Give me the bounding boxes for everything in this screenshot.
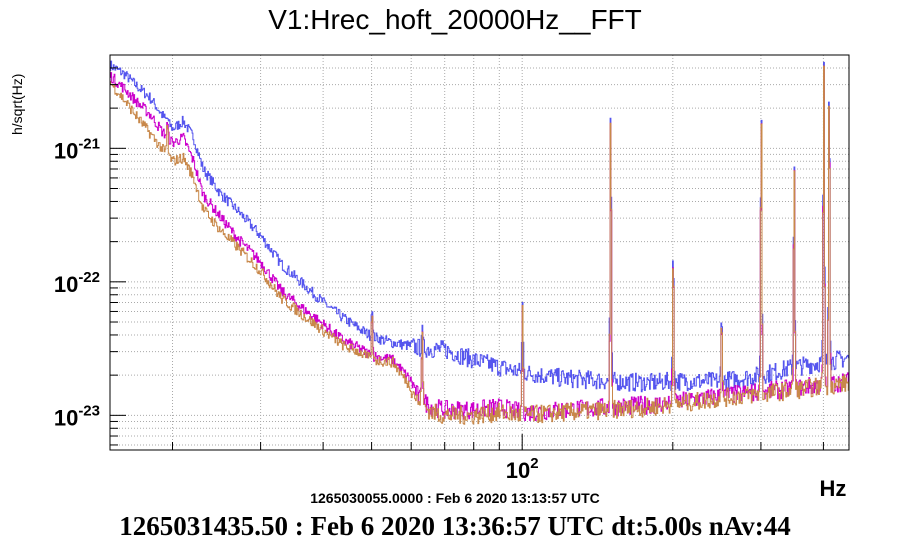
plot-border xyxy=(109,54,850,451)
grid xyxy=(110,55,849,450)
x-axis-unit: Hz xyxy=(820,476,847,501)
chart-title: V1:Hrec_hoft_20000Hz__FFT xyxy=(268,4,642,35)
y-tick-label: 10-22 xyxy=(54,269,100,297)
reference-timestamp: 1265030055.0000 : Feb 6 2020 13:13:57 UT… xyxy=(310,490,600,506)
series-line-3 xyxy=(110,65,850,425)
y-tick-label: 10-23 xyxy=(54,402,100,430)
axis-ticks xyxy=(110,67,824,450)
x-tick-label: 102 xyxy=(506,455,539,483)
y-axis-label: h/sqrt(Hz) xyxy=(9,74,25,135)
plot-frame xyxy=(110,55,849,450)
y-tick-labels: 10-21 10-22 10-23 xyxy=(54,135,100,430)
y-tick-label: 10-21 xyxy=(54,135,100,163)
series-group xyxy=(110,60,850,425)
footer-timestamp: 1265031435.50 : Feb 6 2020 13:36:57 UTC … xyxy=(119,511,790,541)
x-tick-labels: 102 xyxy=(506,455,539,483)
plot-area xyxy=(109,54,850,451)
